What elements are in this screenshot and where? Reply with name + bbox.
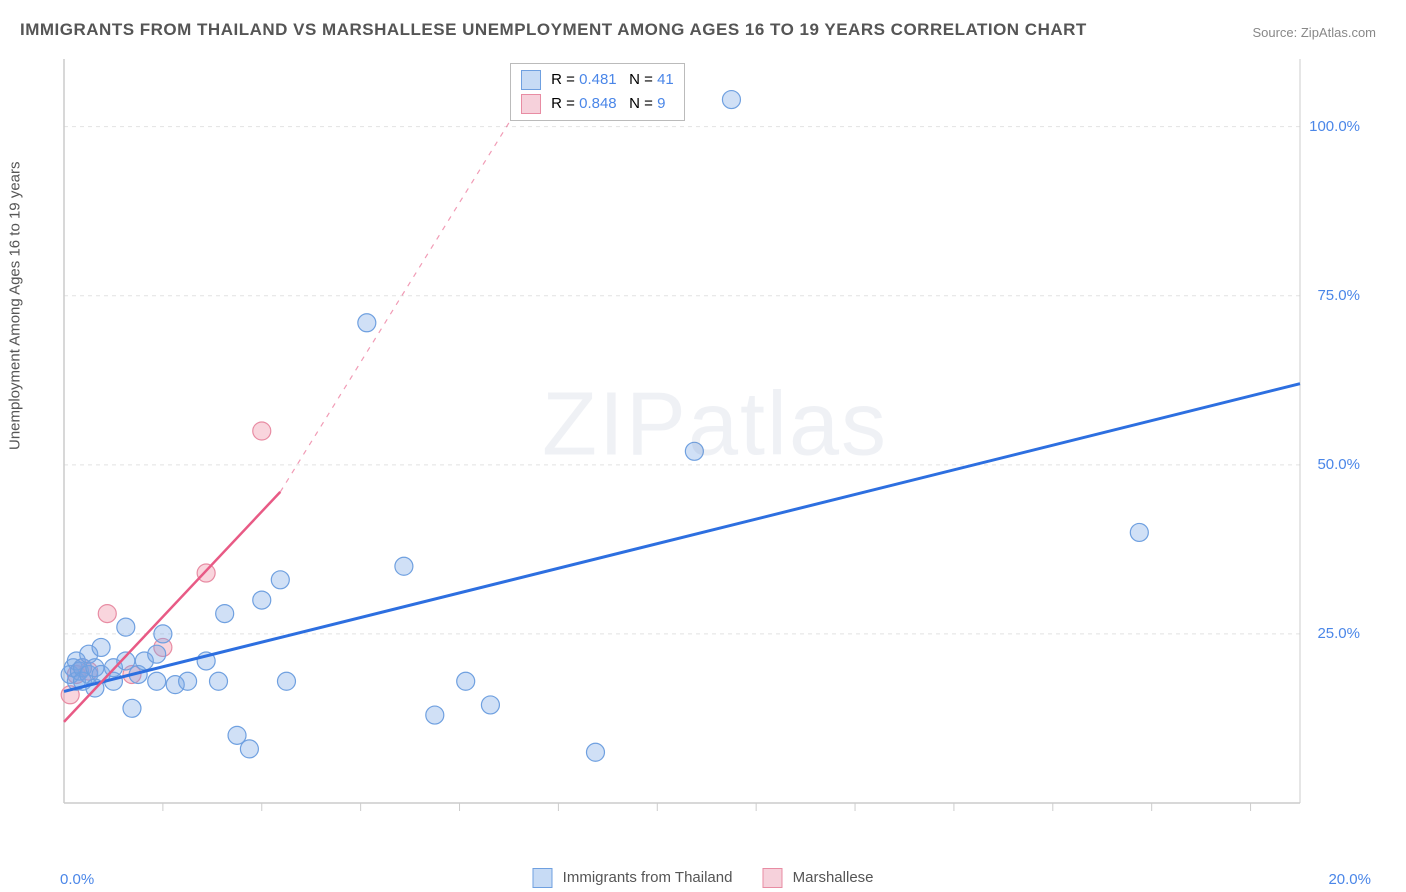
legend-item-series2: Marshallese: [762, 868, 873, 888]
x-axis-max-label: 20.0%: [1328, 871, 1371, 888]
x-axis-min-label: 0.0%: [60, 871, 94, 888]
legend-label-series1: Immigrants from Thailand: [563, 869, 733, 886]
chart-title: IMMIGRANTS FROM THAILAND VS MARSHALLESE …: [20, 20, 1087, 40]
series-legend: Immigrants from Thailand Marshallese: [532, 868, 873, 888]
swatch-series2: [762, 868, 782, 888]
legend-item-series1: Immigrants from Thailand: [532, 868, 732, 888]
correlation-legend: R = 0.481 N = 41 R = 0.848 N = 9: [510, 63, 685, 121]
y-tick-label: 50.0%: [1317, 456, 1360, 473]
legend-label-series2: Marshallese: [793, 869, 874, 886]
y-tick-label: 100.0%: [1309, 118, 1360, 135]
scatter-plot-svg: [60, 55, 1370, 825]
chart-area: ZIPatlas R = 0.481 N = 41 R = 0.848 N = …: [60, 55, 1370, 825]
y-axis-label: Unemployment Among Ages 16 to 19 years: [7, 161, 24, 450]
y-tick-label: 25.0%: [1317, 625, 1360, 642]
y-tick-label: 75.0%: [1317, 287, 1360, 304]
swatch-series1: [532, 868, 552, 888]
source-attribution: Source: ZipAtlas.com: [1252, 25, 1376, 40]
